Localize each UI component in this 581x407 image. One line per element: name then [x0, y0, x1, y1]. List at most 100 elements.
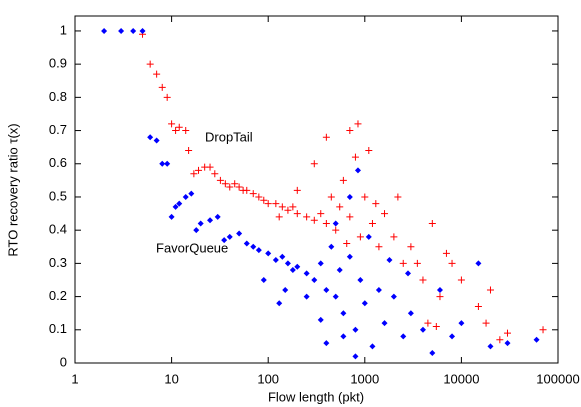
data-point — [214, 213, 221, 220]
y-tick-label: 0.3 — [49, 255, 67, 270]
data-point — [399, 259, 407, 267]
x-tick-label: 1 — [71, 371, 78, 386]
data-point — [323, 340, 330, 347]
data-point — [328, 243, 335, 250]
data-point — [503, 329, 511, 337]
data-point — [407, 243, 415, 251]
data-point — [243, 186, 251, 194]
data-point — [449, 333, 456, 340]
data-point — [504, 340, 511, 347]
data-point — [375, 286, 382, 293]
data-point — [249, 190, 257, 198]
data-point — [182, 127, 190, 135]
data-point — [146, 60, 154, 68]
y-tick-label: 0.4 — [49, 222, 67, 237]
x-tick-label: 10 — [164, 371, 178, 386]
y-tick-label: 0.6 — [49, 155, 67, 170]
data-point — [432, 322, 440, 330]
data-point — [303, 213, 311, 221]
data-point — [236, 230, 243, 237]
y-tick-label: 1 — [60, 22, 67, 37]
y-tick-label: 0.1 — [49, 321, 67, 336]
data-point — [226, 233, 233, 240]
data-point — [346, 213, 354, 221]
y-tick-label: 0.5 — [49, 188, 67, 203]
data-point — [190, 170, 198, 178]
data-point — [424, 319, 432, 327]
data-point — [369, 343, 376, 350]
data-point — [317, 260, 324, 267]
data-point — [475, 260, 482, 267]
data-point — [289, 203, 297, 211]
data-point — [357, 276, 364, 283]
data-point — [372, 200, 380, 208]
data-point — [386, 257, 393, 264]
data-point — [310, 160, 318, 168]
data-point — [429, 350, 436, 357]
data-point — [278, 203, 286, 211]
data-point — [486, 286, 494, 294]
data-point — [354, 167, 361, 174]
data-point — [282, 286, 289, 293]
data-point — [436, 286, 443, 293]
data-point — [221, 237, 228, 244]
data-point — [197, 220, 204, 227]
data-point — [175, 123, 183, 131]
data-point — [158, 83, 166, 91]
data-point — [354, 120, 362, 128]
data-point — [130, 27, 137, 34]
data-point — [153, 70, 161, 78]
data-point — [159, 160, 166, 167]
data-point — [458, 320, 465, 327]
data-point — [275, 213, 283, 221]
data-point — [172, 127, 180, 135]
data-point — [375, 243, 383, 251]
data-point — [293, 210, 301, 218]
data-point — [265, 250, 272, 257]
data-point — [487, 343, 494, 350]
data-point — [272, 200, 280, 208]
y-tick-label: 0.9 — [49, 56, 67, 71]
data-point — [317, 210, 325, 218]
data-point — [255, 193, 263, 201]
data-point — [407, 310, 414, 317]
y-axis-label: RTO recovery ratio τ(x) — [5, 123, 20, 256]
data-point — [419, 276, 427, 284]
data-point — [332, 220, 339, 227]
data-point — [317, 316, 324, 323]
data-point — [147, 134, 154, 141]
y-tick-label: 0 — [60, 354, 67, 369]
data-point — [168, 120, 176, 128]
data-point — [272, 257, 279, 264]
data-point — [139, 27, 146, 34]
data-point — [164, 160, 171, 167]
data-point — [211, 170, 219, 178]
data-point — [250, 243, 257, 250]
data-point — [404, 270, 411, 277]
data-point — [356, 233, 364, 241]
data-point — [188, 190, 195, 197]
data-point — [442, 249, 450, 257]
data-point — [343, 239, 351, 247]
data-point — [260, 196, 268, 204]
data-point — [303, 293, 310, 300]
data-point — [322, 220, 330, 228]
y-tick-label: 0.2 — [49, 288, 67, 303]
data-point — [339, 176, 347, 184]
data-point — [276, 300, 283, 307]
data-point — [294, 263, 301, 270]
data-point — [346, 127, 354, 135]
data-point — [361, 300, 368, 307]
data-point — [101, 27, 108, 34]
data-point — [390, 233, 398, 241]
data-point — [394, 193, 402, 201]
data-point — [322, 133, 330, 141]
data-point — [255, 247, 262, 254]
data-point — [293, 186, 301, 194]
x-tick-label: 100000 — [536, 371, 579, 386]
data-point — [311, 276, 318, 283]
data-point — [539, 326, 547, 334]
data-point — [346, 193, 353, 200]
data-point — [352, 353, 359, 360]
